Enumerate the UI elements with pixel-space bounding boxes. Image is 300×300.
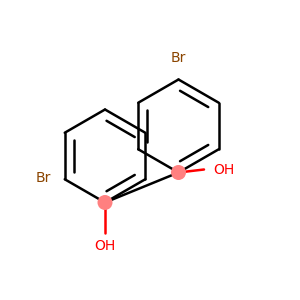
Text: Br: Br xyxy=(36,171,51,185)
Circle shape xyxy=(98,195,112,210)
Text: Br: Br xyxy=(171,51,186,65)
Text: OH: OH xyxy=(213,163,234,176)
Text: OH: OH xyxy=(94,238,116,253)
Circle shape xyxy=(171,165,186,180)
